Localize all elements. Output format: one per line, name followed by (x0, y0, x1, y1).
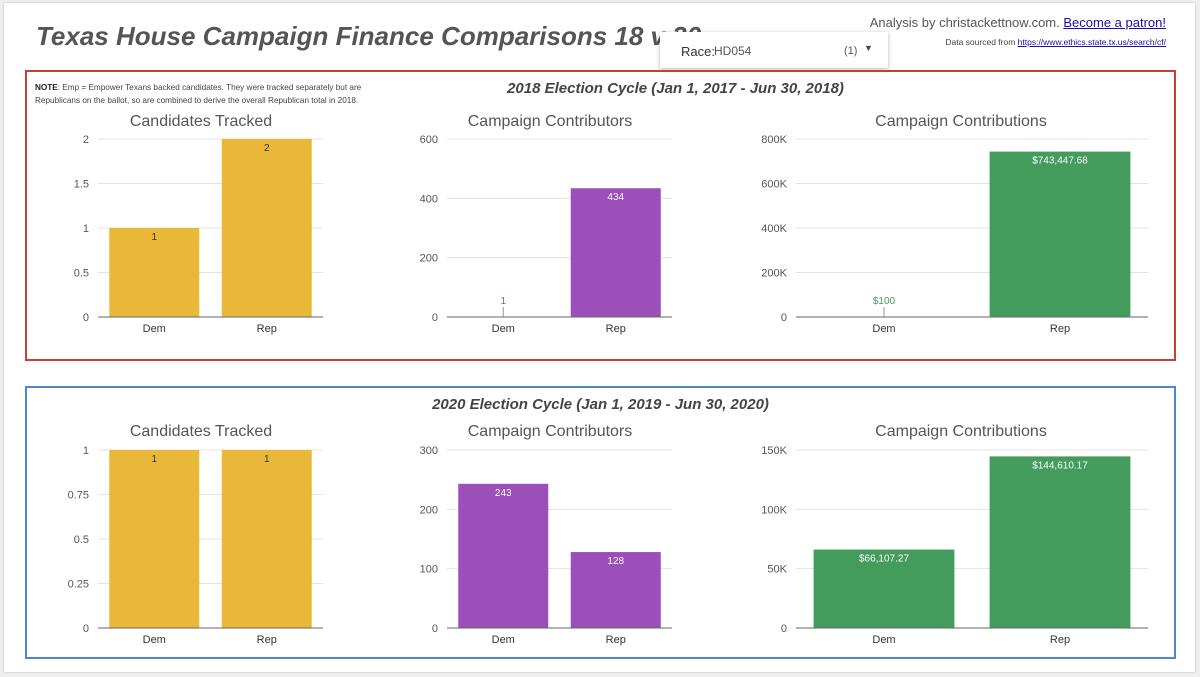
y-tick-label: 600 (420, 134, 438, 146)
y-tick-label: 600K (761, 179, 787, 191)
note-label: NOTE (35, 83, 58, 92)
note-body: : Emp = Empower Texans backed candidates… (35, 83, 362, 105)
bar[interactable] (989, 151, 1131, 317)
data-label: $66,107.27 (859, 554, 909, 565)
data-label: 1 (151, 232, 157, 243)
chart-2020-campaign-contributions: Campaign Contributions 0 50K 100K 150K $66,10… (761, 423, 1148, 646)
y-tick-label: 150K (761, 445, 787, 457)
credit-text: Analysis by christackettnow.com. (869, 15, 1060, 30)
bar[interactable] (570, 188, 661, 317)
y-tick-label: 100K (761, 504, 787, 516)
x-tick-label: Dem (492, 634, 515, 646)
data-label: $743,447.68 (1032, 156, 1088, 167)
data-label: $144,610.17 (1032, 460, 1088, 471)
bar[interactable] (570, 552, 661, 628)
bar[interactable] (458, 483, 549, 628)
section-2020: 2020 Election Cycle (Jan 1, 2019 - Jun 3… (25, 386, 1176, 659)
y-tick-label: 0.75 (68, 490, 89, 502)
bar[interactable] (221, 139, 312, 317)
y-tick-label: 800K (761, 134, 787, 146)
x-tick-label: Rep (1050, 634, 1070, 646)
x-tick-label: Dem (872, 634, 895, 646)
y-tick-label: 0 (432, 623, 438, 635)
y-tick-label: 200 (420, 504, 438, 516)
section-2018-title: 2018 Election Cycle (Jan 1, 2017 - Jun 3… (507, 80, 844, 97)
data-label: 1 (151, 454, 157, 465)
y-tick-label: 200 (420, 253, 438, 265)
data-label: 2 (264, 143, 270, 154)
chart-2018-campaign-contributions: Campaign Contributions 0 200K 400K 600K 800K $… (761, 113, 1148, 335)
x-tick-label: Rep (1050, 323, 1070, 335)
y-tick-label: 0 (83, 623, 89, 635)
patron-link[interactable]: Become a patron! (1063, 15, 1166, 30)
page-title: Texas House Campaign Finance Comparisons… (36, 21, 702, 51)
chart-title: Candidates Tracked (130, 113, 272, 130)
y-tick-label: 1.5 (74, 179, 89, 191)
y-tick-label: 50K (767, 564, 787, 576)
x-tick-label: Dem (492, 323, 515, 335)
bar[interactable] (221, 450, 312, 628)
chart-2020-campaign-contributors: Campaign Contributors 0 100 200 300 243 Dem 128… (420, 423, 672, 646)
y-tick-label: 300 (420, 445, 438, 457)
data-label: $100 (873, 296, 896, 307)
y-tick-label: 1 (83, 445, 89, 457)
y-tick-label: 0 (781, 623, 787, 635)
source-link[interactable]: https://www.ethics.state.tx.us/search/cf… (1017, 37, 1166, 47)
section-2018: NOTE: Emp = Empower Texans backed candid… (25, 70, 1176, 361)
bar[interactable] (109, 228, 200, 317)
bar[interactable] (989, 456, 1131, 628)
y-tick-label: 0.25 (68, 579, 89, 591)
y-tick-label: 0 (432, 312, 438, 324)
y-tick-label: 400K (761, 223, 787, 235)
y-tick-label: 0.5 (74, 534, 89, 546)
chart-title: Campaign Contributions (875, 423, 1047, 440)
data-label: 128 (607, 556, 624, 567)
chart-2018-candidates-tracked: Candidates Tracked 0 0.5 1 1.5 2 1 Dem 2 Rep (74, 113, 323, 335)
x-tick-label: Dem (143, 634, 166, 646)
y-tick-label: 0 (781, 312, 787, 324)
race-filter-label: Race: (681, 44, 715, 59)
y-tick-label: 2 (83, 134, 89, 146)
x-tick-label: Dem (143, 323, 166, 335)
y-tick-label: 1 (83, 223, 89, 235)
x-tick-label: Dem (872, 323, 895, 335)
race-filter-value: HD054 (714, 44, 752, 58)
data-label: 1 (264, 454, 270, 465)
x-tick-label: Rep (606, 323, 626, 335)
y-tick-label: 0.5 (74, 268, 89, 280)
note-text: NOTE: Emp = Empower Texans backed candid… (35, 81, 405, 107)
chevron-down-icon[interactable]: ▼ (864, 43, 873, 53)
y-tick-label: 200K (761, 268, 787, 280)
source-text: Data sourced from (945, 37, 1016, 47)
bar[interactable] (109, 450, 200, 628)
race-filter-dropdown[interactable]: Race: HD054 (1) ▼ (660, 32, 888, 68)
x-tick-label: Rep (606, 634, 626, 646)
race-filter-count: (1) (844, 45, 858, 57)
chart-title: Candidates Tracked (130, 423, 272, 440)
x-tick-label: Rep (257, 323, 277, 335)
x-tick-label: Rep (257, 634, 277, 646)
chart-title: Campaign Contributors (468, 423, 633, 440)
y-tick-label: 0 (83, 312, 89, 324)
data-label: 1 (500, 296, 506, 307)
data-label: 434 (607, 192, 624, 203)
section-2020-title: 2020 Election Cycle (Jan 1, 2019 - Jun 3… (432, 396, 769, 413)
data-label: 243 (495, 488, 512, 499)
source-line: Data sourced from https://www.ethics.sta… (945, 37, 1166, 47)
y-tick-label: 100 (420, 564, 438, 576)
bar[interactable] (813, 549, 955, 628)
y-tick-label: 400 (420, 193, 438, 205)
chart-2020-candidates-tracked: Candidates Tracked 0 0.25 0.5 0.75 1 1 Dem 1 Rep (68, 423, 323, 646)
credit-line: Analysis by christackettnow.com. Become … (870, 15, 1166, 30)
chart-title: Campaign Contributions (875, 113, 1047, 130)
chart-2018-campaign-contributors: Campaign Contributors 0 200 400 600 1 Dem 434 Re… (420, 113, 672, 335)
chart-title: Campaign Contributors (468, 113, 633, 130)
